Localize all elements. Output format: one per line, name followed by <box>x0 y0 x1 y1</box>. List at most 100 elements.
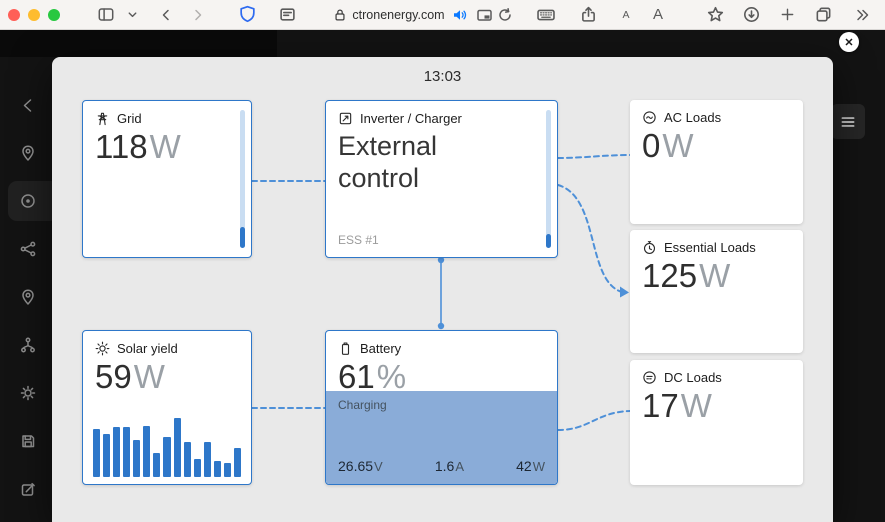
vrm-page: ✕ 13: <box>0 30 885 522</box>
sidebar-item-connections[interactable] <box>10 233 46 265</box>
sidebar-back-button[interactable] <box>10 89 46 121</box>
dc-loads-card[interactable]: DC Loads 17W <box>630 360 803 485</box>
inverter-card-header: Inverter / Charger <box>326 101 557 128</box>
grid-power-value: 118W <box>83 128 251 166</box>
solar-history-chart <box>93 415 241 477</box>
essential-loads-card[interactable]: Essential Loads 125W <box>630 230 803 353</box>
dc-loads-icon <box>643 371 656 384</box>
grid-card[interactable]: Grid 118W <box>82 100 252 258</box>
picture-in-picture-button[interactable] <box>472 0 496 29</box>
solar-power-value: 59W <box>83 358 251 396</box>
reload-icon <box>499 7 511 21</box>
chevron-down-icon <box>128 12 136 18</box>
solar-bar <box>193 459 201 477</box>
solar-bar <box>103 434 111 477</box>
solar-bar <box>213 460 221 477</box>
sidebar-item-settings[interactable] <box>10 377 46 409</box>
battery-metrics-row: 26.65V 1.6A 42W <box>338 458 545 476</box>
minimize-window-button[interactable] <box>28 8 40 21</box>
solar-bar <box>133 439 141 477</box>
zoom-window-button[interactable] <box>48 8 60 21</box>
value-number: 61 <box>338 358 375 395</box>
url-text: ctronenergy.com <box>352 7 445 22</box>
extension-button[interactable] <box>234 0 260 29</box>
bookmark-button[interactable] <box>703 0 727 29</box>
network-branch-icon <box>21 337 35 353</box>
solar-bar <box>203 441 211 477</box>
sidebar-item-save[interactable] <box>10 425 46 457</box>
ac-loads-card[interactable]: AC Loads 0W <box>630 100 803 224</box>
window-controls <box>8 0 60 29</box>
close-overview-button[interactable]: ✕ <box>839 32 859 52</box>
inverter-to-essential-line <box>557 184 623 293</box>
battery-card-header: Battery <box>326 331 557 358</box>
hamburger-icon <box>841 116 855 127</box>
grid-gauge <box>240 110 245 248</box>
battery-to-dcloads-line <box>557 410 631 431</box>
sidebar-item-dashboard[interactable] <box>10 185 46 217</box>
solar-bar <box>163 437 171 477</box>
connector-dot-bottom <box>437 322 445 330</box>
solar-bar <box>113 426 121 477</box>
solar-card-header: Solar yield <box>83 331 251 358</box>
lock-icon <box>335 9 345 21</box>
downloads-button[interactable] <box>739 0 763 29</box>
forward-button[interactable] <box>187 0 209 29</box>
dc-loads-card-header: DC Loads <box>630 360 803 387</box>
text-smaller-button[interactable]: A <box>618 0 634 29</box>
tab-audio-button[interactable] <box>449 0 471 29</box>
sidebar-item-edit[interactable] <box>10 473 46 505</box>
sidebar-toggle-button[interactable] <box>94 0 118 29</box>
new-tab-button[interactable] <box>776 0 798 29</box>
battery-power: 42W <box>516 458 545 474</box>
solar-bar <box>183 441 191 477</box>
dc-loads-card-title: DC Loads <box>664 370 722 385</box>
sidebar-toggle-icon <box>98 8 114 21</box>
tab-overview-button[interactable] <box>810 0 836 29</box>
grid-card-title: Grid <box>117 111 142 126</box>
tab-group-chevron-button[interactable] <box>124 0 140 29</box>
grid-gauge-fill <box>240 227 245 248</box>
edit-pencil-icon <box>21 482 35 496</box>
overview-menu-button[interactable] <box>831 104 865 139</box>
plus-icon <box>781 8 793 21</box>
battery-current: 1.6A <box>434 458 464 474</box>
more-toolbar-button[interactable] <box>848 0 876 29</box>
inverter-card-title: Inverter / Charger <box>360 111 462 126</box>
value-number: 17 <box>642 387 679 424</box>
keyboard-button[interactable] <box>532 0 560 29</box>
text-smaller-label: A <box>622 8 630 21</box>
sidebar-item-location[interactable] <box>10 281 46 313</box>
value-number: 118 <box>95 128 148 165</box>
essential-loads-card-header: Essential Loads <box>630 230 803 257</box>
sidebar-item-network[interactable] <box>10 329 46 361</box>
sun-icon <box>95 341 110 356</box>
clock: 13:03 <box>423 68 462 85</box>
reader-button[interactable] <box>275 0 299 29</box>
shield-icon <box>239 5 255 23</box>
star-icon <box>707 6 723 22</box>
battery-card[interactable]: Battery 61% Charging 26.65V 1.6A 42W <box>325 330 558 485</box>
battery-state-label: Charging <box>338 397 387 412</box>
text-larger-button[interactable]: A <box>648 0 668 29</box>
double-chevron-right-icon <box>856 9 868 20</box>
ac-loads-icon <box>643 111 656 124</box>
close-window-button[interactable] <box>8 8 20 21</box>
essential-loads-value: 125W <box>630 257 803 295</box>
solar-bar <box>233 447 241 477</box>
solar-yield-card[interactable]: Solar yield 59W <box>82 330 252 485</box>
page-header-strip <box>0 30 277 57</box>
value-number: 0 <box>642 127 661 164</box>
essential-loads-card-title: Essential Loads <box>664 240 756 255</box>
battery-soc-value: 61% <box>326 358 557 396</box>
solar-bar <box>143 425 151 477</box>
back-button[interactable] <box>155 0 177 29</box>
inverter-card[interactable]: Inverter / Charger External control ESS … <box>325 100 558 258</box>
browser-toolbar: ctronenergy.com A A <box>0 0 885 30</box>
address-bar[interactable]: ctronenergy.com <box>314 0 464 29</box>
share-button[interactable] <box>576 0 600 29</box>
reload-button[interactable] <box>494 0 516 29</box>
sidebar-item-pin[interactable] <box>10 137 46 169</box>
solar-bar <box>123 426 131 477</box>
